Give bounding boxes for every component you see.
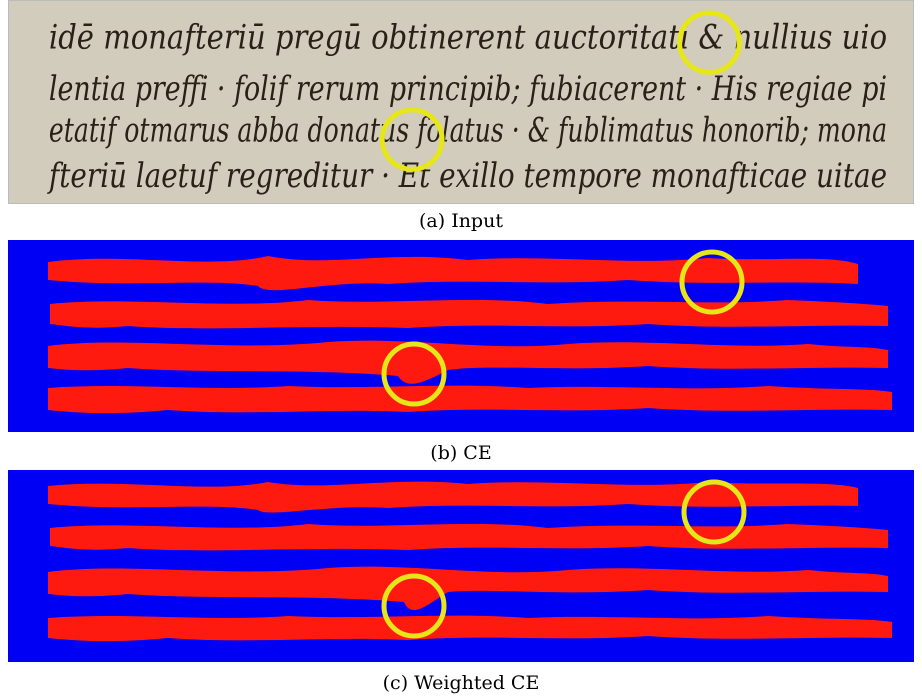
manuscript-line-4: fteriū laetuf regreditur · Et exillo tem… [46,156,887,195]
text-class-regions [48,481,892,642]
text-line-band [50,523,888,551]
input-image: idē monafteriū pregū obtinerent auctorit… [8,0,914,204]
manuscript-line-2: lentia preffi · folif rerum principib; f… [49,69,887,108]
highlight-circle-ampersand [681,479,747,545]
manuscript-line-1: idē monafteriū pregū obtinerent auctorit… [49,18,887,57]
highlight-circle-ampersand [677,10,742,75]
weighted-ce-mask-svg [8,470,914,662]
text-class-regions [48,256,892,414]
manuscript-svg: idē monafteriū pregū obtinerent auctorit… [9,1,913,203]
caption-weighted-ce: (c) Weighted CE [382,672,540,694]
ce-mask-svg [8,240,914,432]
highlight-circle-ampersand [679,249,745,315]
text-line-band [48,566,888,611]
text-line-band [48,256,858,291]
highlight-circle-descender [381,573,447,639]
highlight-circle-descender [381,341,447,407]
parchment-background [9,1,913,203]
text-line-band [48,615,892,642]
text-line-band [48,481,858,513]
parchment-stain [9,1,913,203]
manuscript-line-3: etatif otmarus abba donatus folatus · & … [49,111,887,150]
text-line-band [50,299,888,329]
weighted-ce-mask [8,470,914,662]
caption-ce: (b) CE [430,442,492,464]
text-line-band [48,340,888,384]
text-line-band [48,385,892,414]
ce-mask [8,240,914,432]
highlight-circle-descender [379,107,445,172]
caption-input: (a) Input [419,210,503,232]
